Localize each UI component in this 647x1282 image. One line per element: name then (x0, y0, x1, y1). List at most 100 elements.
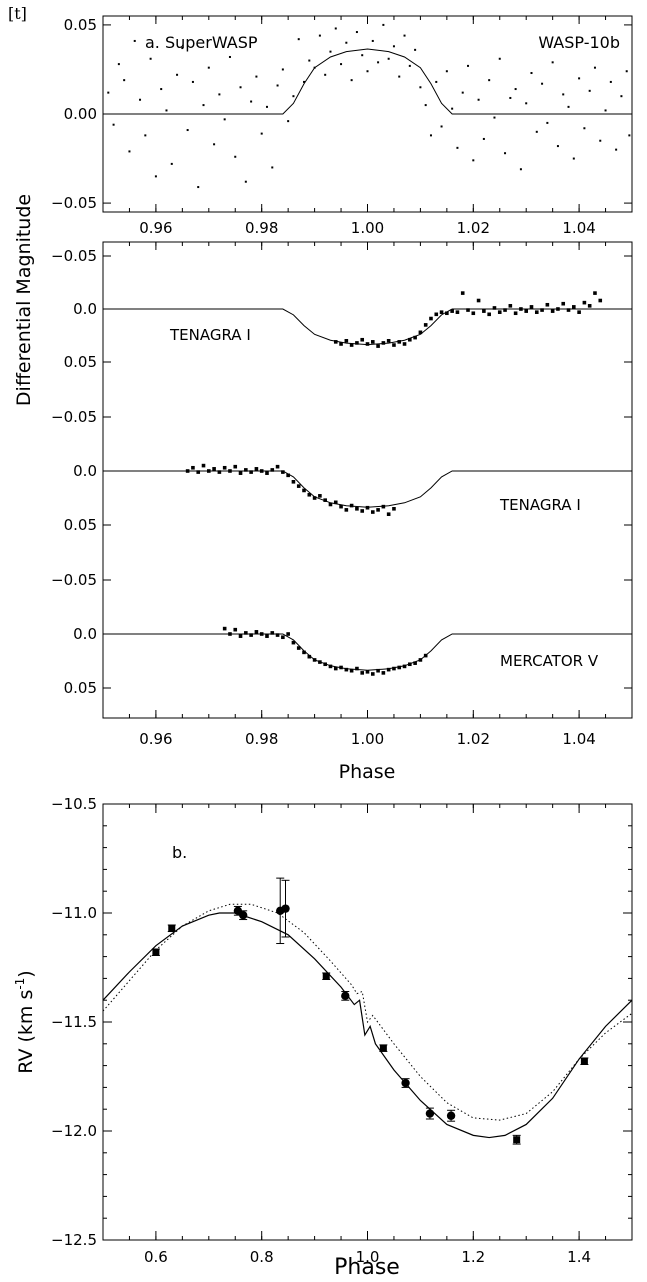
superwasp-point (361, 54, 364, 57)
followup-point (566, 308, 571, 312)
ylabel-differential-magnitude: Differential Magnitude (13, 194, 35, 406)
superwasp-point (551, 61, 554, 64)
superwasp-point (408, 64, 411, 67)
followup-point (365, 342, 370, 346)
superwasp-point (239, 86, 242, 89)
followup-point (318, 660, 322, 664)
followup-point (381, 341, 386, 345)
superwasp-point (265, 105, 268, 108)
superwasp-point (456, 146, 459, 149)
superwasp-point (572, 157, 575, 160)
y-tick-label-c: −11.0 (51, 904, 97, 922)
followup-point (534, 310, 539, 314)
followup-point (286, 632, 290, 636)
superwasp-model-curve (103, 48, 632, 115)
followup-point (355, 507, 359, 511)
superwasp-point (567, 105, 570, 108)
superwasp-point (628, 134, 631, 137)
superwasp-point (509, 96, 512, 99)
ylabel-rv-main: RV (km s (15, 990, 37, 1074)
superwasp-point (329, 50, 332, 53)
followup-point (191, 465, 195, 470)
y-tick-label-a: 0.05 (64, 16, 97, 34)
followup-point (265, 634, 269, 638)
x-tick-label-a: 1.00 (351, 219, 384, 237)
superwasp-point (482, 137, 485, 140)
followup-point (482, 309, 486, 313)
followup-point (513, 311, 518, 316)
followup-point (381, 671, 386, 675)
y-tick-label-c: −11.5 (51, 1013, 97, 1031)
y-tick-label-b: 0.05 (64, 353, 97, 371)
superwasp-point (260, 132, 263, 135)
followup-point (540, 308, 544, 312)
rv-point-square (152, 948, 160, 956)
followup-point (408, 662, 412, 667)
superwasp-point (154, 175, 157, 178)
superwasp-point (160, 88, 163, 91)
superwasp-point (355, 31, 358, 34)
followup-point (307, 492, 312, 497)
superwasp-point (271, 166, 274, 169)
superwasp-point (615, 148, 618, 151)
followup-point (392, 343, 396, 347)
followup-point (365, 505, 370, 510)
followup-point (519, 307, 523, 311)
rv-point-circle (281, 904, 290, 913)
panel-rv: 0.6 0.8 1.0 1.2 1.4 −10.5 −11.0 −11.5 −12.0 −12.5… (13, 795, 633, 1280)
superwasp-point (255, 75, 258, 78)
followup-point (587, 304, 592, 308)
annotation-tenagra-1: TENAGRA I (169, 326, 251, 344)
superwasp-point (133, 39, 136, 42)
superwasp-point (128, 150, 131, 153)
followup-point (450, 309, 454, 313)
followup-point (360, 337, 365, 342)
followup-point (355, 666, 359, 671)
followup-point (270, 631, 275, 635)
followup-point (318, 494, 322, 498)
y-tick-label-b: 0.0 (73, 300, 97, 318)
followup-point (439, 310, 444, 314)
panel-c-marks (102, 877, 633, 1145)
followup-point (577, 310, 581, 314)
superwasp-point (541, 82, 544, 85)
followup-point (259, 469, 264, 473)
followup-point (550, 309, 555, 313)
y-tick-label-b: 0.0 (73, 462, 97, 480)
superwasp-point (519, 168, 522, 171)
superwasp-point (176, 73, 179, 76)
followup-point (323, 498, 327, 502)
panel-followup: −0.05 0.0 0.05 −0.05 0.0 0.05 −0.05 0.0 0.05 0.96… (13, 194, 633, 783)
followup-point (270, 468, 275, 472)
followup-point (445, 311, 449, 316)
followup-point (333, 340, 338, 344)
xlabel-phase-top: Phase (339, 761, 396, 783)
followup-point (222, 465, 227, 470)
x-tick-label-b: 1.04 (562, 730, 595, 748)
followup-point (349, 668, 354, 673)
followup-point (207, 469, 211, 473)
followup-point (217, 470, 222, 474)
panel-a-marks (103, 23, 632, 189)
superwasp-point (324, 73, 327, 76)
superwasp-point (599, 139, 602, 142)
ylabel-rv-sup: -1 (13, 978, 27, 990)
panel-superwasp: 0.96 0.98 1.00 1.02 1.04 −0.05 0.00 0.05 a. Sup… (51, 15, 633, 237)
superwasp-point (297, 38, 300, 41)
followup-point (254, 467, 259, 471)
superwasp-point (392, 45, 395, 48)
superwasp-point (488, 79, 491, 82)
superwasp-point (149, 57, 152, 60)
superwasp-point (398, 75, 401, 78)
followup-point (466, 308, 470, 312)
followup-point (360, 509, 365, 513)
x-tick-label-c: 1.0 (356, 1248, 380, 1266)
followup-point (212, 467, 216, 471)
y-tick-label-b: −0.05 (51, 408, 97, 426)
superwasp-point (562, 93, 565, 96)
panel-c-ticks: 0.6 0.8 1.0 1.2 1.4 −10.5 −11.0 −11.5 −12.0 −12.5 (51, 795, 633, 1266)
followup-point (307, 654, 312, 659)
followup-point (413, 335, 417, 340)
followup-point (376, 344, 380, 348)
followup-point (376, 668, 380, 673)
